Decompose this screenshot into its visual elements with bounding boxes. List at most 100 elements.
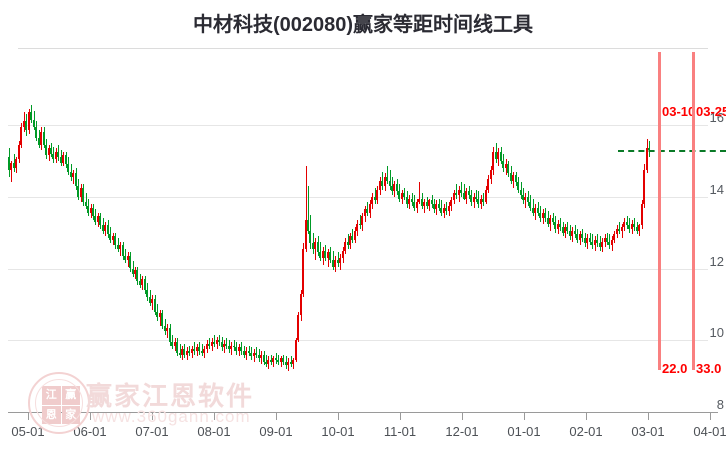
candle-body — [203, 349, 206, 353]
candle-body — [77, 185, 80, 197]
price-level-line — [618, 150, 726, 153]
candle-body — [62, 155, 65, 163]
candle-wick — [73, 169, 74, 185]
candle-wick — [328, 248, 329, 267]
candle-body — [519, 189, 522, 195]
candle-body — [250, 352, 253, 357]
candle-body — [237, 347, 240, 351]
candle-body — [215, 340, 218, 344]
candle-body — [391, 185, 393, 192]
candle-body — [15, 159, 18, 169]
candle-body — [146, 290, 149, 298]
candle-body — [393, 184, 396, 192]
candle-body — [264, 361, 267, 364]
x-axis-tick-label: 09-01 — [259, 424, 293, 439]
candle-body — [277, 359, 280, 362]
candle-body — [220, 342, 223, 348]
candle-body — [353, 230, 356, 240]
x-axis-tick — [648, 413, 649, 420]
candle-body — [383, 177, 386, 186]
candle-body — [618, 229, 621, 231]
gann-line-1[interactable] — [658, 52, 661, 370]
candle-body — [356, 223, 359, 231]
candle-body — [89, 207, 92, 213]
candle-body — [529, 202, 532, 208]
candle-body — [27, 112, 30, 131]
candle-body — [25, 121, 28, 131]
candle-body — [158, 313, 161, 317]
candle-body — [405, 196, 408, 204]
candle-body — [200, 351, 203, 353]
candle-body — [17, 144, 20, 160]
candle-body — [630, 223, 633, 230]
candle-body — [309, 230, 312, 244]
gridline — [8, 268, 708, 270]
candle-wick — [525, 193, 526, 208]
candle-body — [331, 259, 334, 267]
candle-body — [161, 313, 164, 326]
candle-body — [620, 227, 623, 231]
candle-body — [479, 198, 482, 204]
candle-wick — [609, 234, 610, 249]
candle-body — [358, 223, 361, 226]
x-axis-tick-label: 05-01 — [11, 424, 45, 439]
x-axis-tick — [28, 413, 29, 420]
candle-body — [346, 241, 349, 246]
page-title: 中材科技(002080)赢家等距时间线工具 — [192, 14, 534, 36]
candle-body — [279, 358, 282, 362]
candle-body — [608, 241, 611, 246]
y-axis-tick-label: 14 — [709, 181, 724, 197]
candle-body — [430, 200, 433, 204]
candle-body — [185, 351, 188, 355]
candle-wick — [266, 354, 267, 368]
gann-line-2[interactable] — [692, 52, 695, 370]
candle-body — [245, 351, 248, 355]
candle-wick — [419, 182, 420, 204]
candle-body — [428, 200, 431, 206]
candle-body — [262, 354, 265, 362]
x-axis-tick — [586, 413, 587, 420]
candle-body — [141, 279, 144, 285]
candle-wick — [120, 241, 121, 256]
candle-wick — [293, 358, 294, 369]
candle-wick — [180, 343, 181, 359]
candle-body — [442, 207, 445, 213]
x-axis-tick-label: 08-01 — [197, 424, 231, 439]
candle-body — [299, 293, 302, 316]
candle-wick — [273, 356, 274, 368]
watermark-seal-char: 家 — [61, 405, 80, 424]
candle-body — [526, 196, 529, 203]
candle-body — [492, 151, 495, 170]
candle-body — [591, 241, 594, 246]
candle-body — [341, 250, 344, 258]
candle-body — [472, 196, 475, 203]
candle-wick — [390, 169, 391, 190]
candle-body — [576, 234, 579, 240]
candle-body — [269, 359, 272, 362]
candle-body — [467, 191, 470, 195]
candle-wick — [424, 198, 425, 213]
candle-body — [306, 220, 309, 231]
candle-body — [462, 193, 465, 199]
candle-body — [435, 203, 438, 210]
candle-wick — [194, 342, 195, 355]
candle-body — [50, 148, 52, 154]
candle-wick — [160, 309, 161, 326]
candle-wick — [219, 334, 220, 346]
candle-body — [403, 193, 406, 197]
candle-body — [344, 241, 347, 251]
candle-body — [230, 345, 233, 350]
candle-body — [494, 151, 497, 160]
candle-body — [166, 327, 169, 332]
gridline — [8, 125, 708, 126]
candle-body — [556, 223, 559, 230]
candle-body — [316, 241, 319, 253]
candle-body — [512, 175, 515, 181]
candle-body — [222, 343, 225, 348]
candle-body — [398, 191, 401, 199]
candle-body — [531, 207, 534, 213]
candle-body — [218, 340, 221, 343]
candle-body — [45, 144, 48, 156]
candle-body — [539, 212, 542, 219]
candle-body — [524, 196, 527, 201]
